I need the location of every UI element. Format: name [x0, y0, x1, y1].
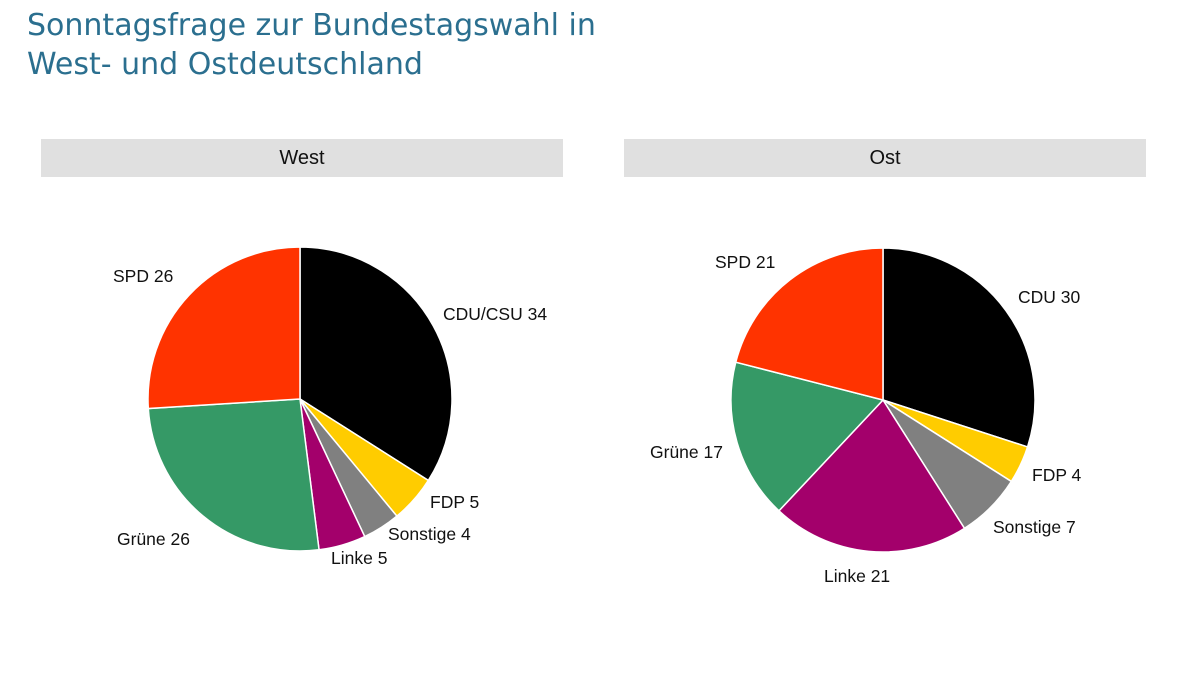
- slice-label-cdu: CDU 30: [1018, 287, 1081, 307]
- panel-header-ost: Ost: [624, 139, 1146, 177]
- slice-label-fdp: FDP 4: [1032, 465, 1082, 485]
- pie-slice-grüne: [147, 398, 320, 552]
- slice-label-cdu: CDU/CSU 34: [443, 304, 547, 324]
- slice-label-linke: Linke 21: [824, 566, 890, 586]
- pie-slice-grüne: [730, 361, 885, 512]
- title-line-2: West- und Ostdeutschland: [27, 47, 423, 82]
- slice-label-spd: SPD 21: [715, 252, 775, 272]
- slice-label-spd: SPD 26: [113, 266, 173, 286]
- slice-label-linke: Linke 5: [331, 548, 387, 568]
- pie-slice-spd: [734, 247, 884, 401]
- pie-slice-cdu: [882, 247, 1036, 448]
- slice-label-fdp: FDP 5: [430, 492, 479, 512]
- title-line-1: Sonntagsfrage zur Bundestagswahl in: [27, 8, 596, 43]
- chart-title: Sonntagsfrage zur Bundestagswahl in West-…: [27, 6, 596, 84]
- slice-label-sonstige: Sonstige 4: [388, 524, 471, 544]
- pie-slice-linke: [777, 398, 966, 553]
- slice-label-grüne: Grüne 26: [117, 529, 190, 549]
- slice-label-sonstige: Sonstige 7: [993, 517, 1076, 537]
- pie-ost: CDU 30 FDP 4 Sonstige 7 Linke 21 Grüne 17 SPD…: [650, 247, 1082, 586]
- slice-label-grüne: Grüne 17: [650, 442, 723, 462]
- pie-slice-spd: [147, 246, 301, 410]
- pie-slice-cdu: [299, 246, 453, 482]
- panel-header-west: West: [41, 139, 563, 177]
